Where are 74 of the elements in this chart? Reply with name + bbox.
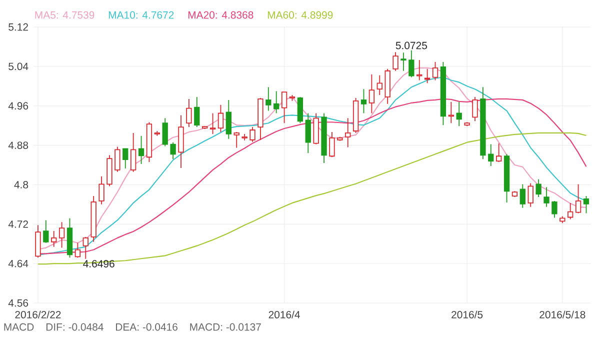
- text: MA60: 4.8999: [268, 11, 333, 19]
- y-tick-label: 4.72: [8, 220, 28, 228]
- candlestick: [234, 132, 240, 148]
- candlestick: [456, 101, 462, 127]
- candlestick: [130, 132, 136, 172]
- candlestick: [321, 112, 327, 164]
- candlestick: [178, 114, 184, 168]
- y-tick-label: 4.8: [14, 181, 28, 188]
- text: MA5: 4.7539: [35, 11, 94, 19]
- text: MA20: 4.8368: [188, 11, 254, 19]
- candlestick: [58, 222, 65, 248]
- candlestick: [528, 182, 534, 208]
- candlestick: [488, 144, 494, 166]
- candlestick: [360, 88, 367, 114]
- candlestick: [345, 118, 351, 148]
- candlestick: [74, 242, 81, 258]
- candlestick: [281, 92, 288, 124]
- candlestick: [266, 86, 272, 112]
- text: MACD: [4, 323, 34, 331]
- x-tick-label: 2016/2/22: [15, 310, 61, 318]
- y-tick-label: 5.04: [8, 62, 28, 70]
- candlestick: [106, 154, 112, 187]
- candlestick: [575, 184, 582, 214]
- candlestick: [568, 202, 574, 220]
- candlestick: [313, 112, 319, 145]
- y-tick-label: 4.56: [8, 299, 28, 307]
- candlestick: [496, 142, 502, 162]
- candlestick: [170, 142, 176, 160]
- y-tick-label: 4.88: [8, 142, 28, 149]
- candlestick: [368, 74, 375, 114]
- x-tick-label: 2016/5/18: [540, 310, 586, 318]
- candlestick: [583, 196, 590, 214]
- candlestick: [329, 132, 335, 158]
- candlestick: [544, 186, 550, 208]
- candlestick: [384, 68, 390, 104]
- candlestick: [258, 98, 264, 140]
- candlestick: [376, 74, 382, 96]
- text: DEA: -0.0416: [116, 323, 178, 331]
- candlestick: [472, 96, 478, 122]
- y-tick-label: 4.64: [8, 260, 28, 268]
- candlestick: [274, 90, 280, 114]
- x-tick-label: 2016/5: [452, 310, 483, 318]
- text: DIF: -0.0484: [46, 323, 104, 331]
- candlestick: [82, 236, 88, 260]
- annotation: 5.0725: [396, 42, 427, 50]
- candlestick: [520, 184, 526, 208]
- candlestick: [408, 50, 414, 78]
- candlestick: [66, 218, 73, 258]
- candlestick: [122, 148, 128, 169]
- candlestick: [536, 178, 542, 198]
- candlestick: [35, 224, 41, 258]
- candlestick: [51, 230, 57, 248]
- candlestick: [392, 52, 398, 72]
- text: MA10: 4.7672: [108, 11, 174, 19]
- candlestick: [43, 220, 49, 244]
- candlestick: [504, 154, 510, 203]
- candlestick: [186, 98, 192, 128]
- candlestick: [90, 196, 96, 242]
- candlestick: [480, 86, 486, 160]
- text: MACD: -0.0137: [190, 323, 261, 331]
- candlestick: [194, 96, 200, 128]
- x-tick-label: 2016/4: [268, 310, 300, 318]
- candlestick: [98, 176, 104, 205]
- y-tick-label: 5.12: [8, 23, 28, 31]
- candlestick: [400, 52, 406, 72]
- candlestick: [440, 62, 446, 126]
- y-tick-label: 4.96: [8, 102, 28, 110]
- candlestick: [305, 112, 311, 154]
- candlestick: [218, 104, 224, 132]
- candlestick: [162, 118, 168, 147]
- candlestick: [242, 134, 248, 141]
- candlestick: [210, 112, 216, 134]
- candlestick: [138, 135, 144, 164]
- candlestick: [226, 99, 232, 140]
